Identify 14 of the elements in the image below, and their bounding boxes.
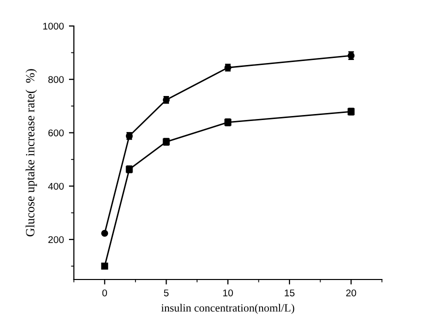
y-tick-label: 600	[48, 129, 64, 136]
point	[101, 262, 108, 270]
y-tick-label: 1000	[43, 22, 64, 30]
y-tick-label: 200	[48, 236, 64, 244]
y-tick-label: 400	[48, 182, 64, 190]
point	[101, 230, 108, 237]
y-tick-label: 800	[48, 76, 64, 83]
x-tick-label: 15	[284, 290, 294, 296]
x-tick-label: 10	[223, 289, 233, 296]
y-axis-title: Glucose uptake increase rate( %)	[26, 69, 37, 236]
x-axis-title: insulin concentration(noml/L)	[161, 304, 294, 314]
x-tick-label: 20	[346, 289, 356, 296]
x-tick-label: 0	[102, 289, 107, 296]
x-tick-label: 5	[164, 290, 169, 296]
